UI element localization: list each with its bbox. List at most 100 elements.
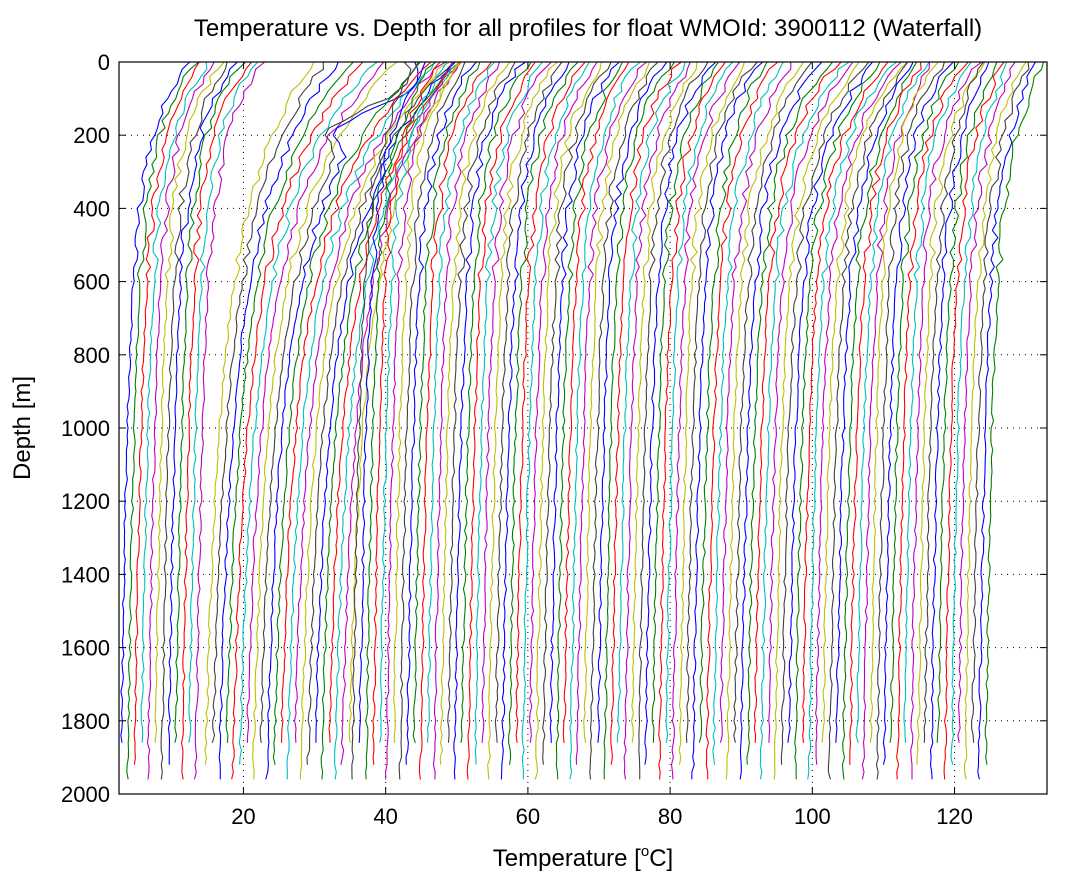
profile-line bbox=[794, 61, 881, 780]
profile-line bbox=[719, 62, 792, 743]
profile-line bbox=[896, 61, 969, 780]
profile-line bbox=[286, 61, 435, 780]
profile-line bbox=[133, 61, 200, 765]
profile-line bbox=[314, 61, 456, 743]
profile-line bbox=[616, 61, 686, 743]
x-axis-label-superscript: o bbox=[641, 843, 649, 860]
y-tick-label: 1800 bbox=[61, 709, 110, 734]
profile-line bbox=[916, 61, 986, 765]
profile-line bbox=[140, 61, 208, 743]
profile-line bbox=[549, 61, 620, 743]
profile-line bbox=[393, 61, 459, 743]
profile-line bbox=[802, 61, 889, 743]
profile-line bbox=[651, 61, 719, 743]
profile-line bbox=[733, 61, 813, 743]
x-tick-label: 120 bbox=[936, 804, 973, 829]
x-tick-label: 60 bbox=[516, 804, 540, 829]
profile-line bbox=[569, 61, 641, 780]
profile-line bbox=[439, 61, 511, 765]
profile-line bbox=[432, 61, 501, 780]
profile-line bbox=[936, 61, 998, 743]
profile-line bbox=[126, 61, 200, 780]
profile-line bbox=[739, 61, 823, 780]
grid-lines bbox=[119, 62, 1047, 794]
profile-line bbox=[678, 61, 746, 765]
profile-line bbox=[426, 61, 496, 743]
profile-line bbox=[120, 61, 191, 743]
x-tick-label: 20 bbox=[231, 804, 255, 829]
x-tick-label: 80 bbox=[658, 804, 682, 829]
profile-line bbox=[773, 61, 860, 780]
profile-line bbox=[334, 61, 461, 780]
profile-line bbox=[272, 61, 421, 765]
profile-line bbox=[398, 61, 466, 780]
x-axis-label-main: Temperature [ bbox=[493, 845, 641, 872]
profile-line bbox=[849, 61, 922, 765]
x-tick-label: 40 bbox=[373, 804, 397, 829]
y-tick-label: 400 bbox=[73, 196, 110, 221]
profile-line bbox=[787, 61, 874, 743]
profile-line bbox=[358, 61, 426, 743]
profile-line bbox=[521, 61, 590, 780]
profile-line bbox=[265, 61, 419, 780]
profile-line bbox=[889, 61, 960, 743]
profile-line bbox=[977, 61, 1036, 780]
profile-line bbox=[385, 61, 453, 780]
y-tick-label: 1200 bbox=[61, 489, 110, 514]
profile-line bbox=[379, 61, 448, 743]
profile-line bbox=[855, 61, 930, 743]
profile-line bbox=[481, 61, 552, 743]
profile-lines bbox=[120, 61, 1044, 780]
profile-line bbox=[827, 61, 909, 780]
profile-line bbox=[460, 61, 532, 743]
profile-line bbox=[238, 61, 378, 765]
profile-line bbox=[644, 61, 717, 765]
profile-line bbox=[418, 61, 492, 780]
profile-line bbox=[835, 61, 914, 743]
profile-line bbox=[146, 61, 215, 780]
profile-line bbox=[174, 61, 247, 743]
profile-line bbox=[984, 61, 1044, 765]
profile-line bbox=[815, 61, 902, 765]
profile-line bbox=[821, 61, 908, 743]
profile-line bbox=[623, 61, 691, 780]
profile-line bbox=[180, 61, 253, 780]
y-tick-label: 0 bbox=[98, 50, 110, 75]
profile-line bbox=[193, 61, 266, 780]
y-tick-label: 1600 bbox=[61, 636, 110, 661]
profile-line bbox=[474, 61, 543, 765]
profile-line bbox=[204, 61, 315, 765]
profile-line bbox=[685, 61, 758, 743]
profile-line bbox=[515, 61, 586, 743]
profile-line bbox=[957, 61, 1016, 743]
profile-line bbox=[691, 61, 764, 780]
profile-line bbox=[963, 61, 1027, 780]
profile-line bbox=[746, 61, 834, 765]
profile-line bbox=[280, 61, 432, 743]
profile-line bbox=[759, 61, 850, 780]
profile-line bbox=[658, 61, 726, 780]
profile-line bbox=[494, 61, 563, 743]
profile-line bbox=[555, 61, 623, 780]
y-tick-label: 800 bbox=[73, 343, 110, 368]
profile-line bbox=[903, 61, 972, 743]
profile-line bbox=[841, 61, 918, 780]
profile-line bbox=[698, 61, 768, 743]
profile-line bbox=[246, 61, 385, 743]
profile-line bbox=[869, 61, 939, 743]
profile-line bbox=[167, 61, 238, 765]
profile-line bbox=[638, 61, 709, 780]
profile-line bbox=[299, 61, 451, 780]
profile-line bbox=[665, 61, 734, 743]
y-tick-label: 1000 bbox=[61, 416, 110, 441]
profile-line bbox=[218, 61, 339, 780]
profile-line bbox=[405, 61, 477, 765]
profile-line bbox=[950, 61, 1008, 765]
profile-line bbox=[500, 61, 570, 780]
x-axis-label: Temperature [oC] bbox=[493, 843, 673, 872]
profile-line bbox=[575, 61, 647, 765]
profile-line bbox=[971, 61, 1030, 743]
profile-line bbox=[630, 61, 698, 743]
profile-line bbox=[875, 61, 945, 780]
